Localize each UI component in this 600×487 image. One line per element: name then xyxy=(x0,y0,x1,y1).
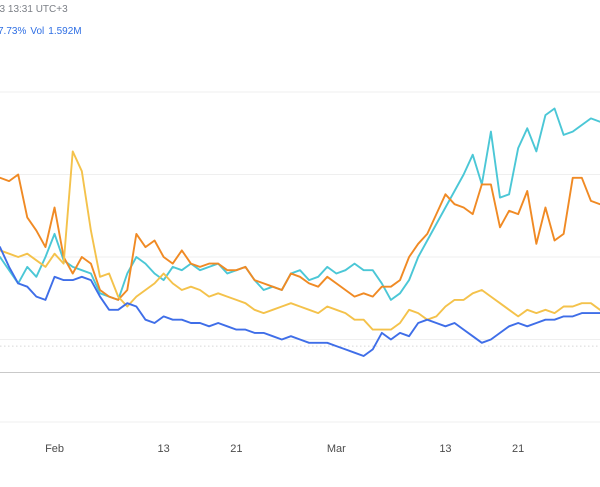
x-tick-label: 21 xyxy=(230,443,242,455)
series-line-yellow xyxy=(0,150,600,331)
header-stats: 7.73% Vol 1.592M xyxy=(0,26,82,37)
series-line-orange xyxy=(0,173,600,301)
series-line-cyan xyxy=(0,107,600,301)
volume-label: Vol xyxy=(30,26,45,37)
x-tick-label: 13 xyxy=(439,443,451,455)
chart-timestamp: 23 13:31 UTC+3 xyxy=(0,4,68,15)
x-tick-label: 13 xyxy=(158,443,170,455)
volume-value: 1.592M xyxy=(48,26,82,37)
x-tick-label: Mar xyxy=(327,443,346,455)
series-line-blue xyxy=(0,246,600,357)
x-tick-label: 21 xyxy=(512,443,524,455)
x-tick-label: Feb xyxy=(45,443,64,455)
change-value: 7.73% xyxy=(0,26,27,37)
